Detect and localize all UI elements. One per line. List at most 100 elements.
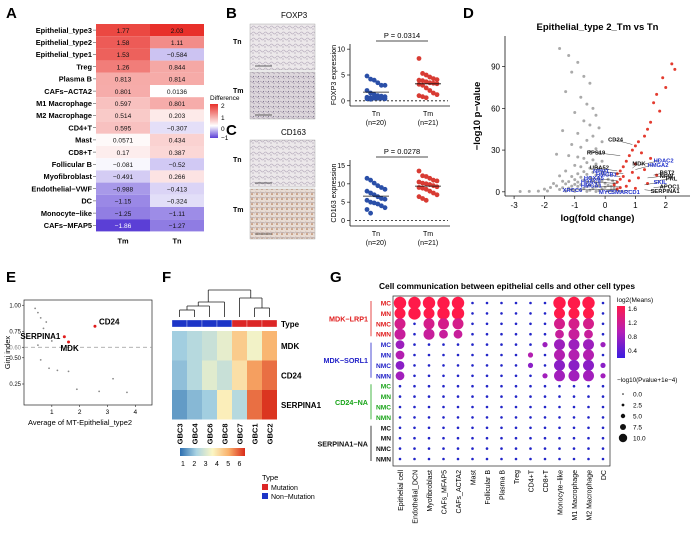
bubble-dot <box>601 416 605 419</box>
y-axis-title: Gini index <box>3 336 12 370</box>
volcano-point-nonsig <box>600 171 604 175</box>
bubble-dot <box>587 384 590 388</box>
heatmap-f-cell <box>187 390 202 420</box>
volcano-gene-label: HMGA2 <box>648 163 669 169</box>
heatmap-a-value-label: 0.801 <box>169 101 186 108</box>
bubble-dot <box>500 332 503 336</box>
volcano-point-nonsig <box>555 184 559 188</box>
heatmap-a-value-label: 0.17 <box>117 150 130 157</box>
data-point <box>382 205 388 211</box>
bubble-dot <box>543 312 547 315</box>
bubble-group-label: SERPINA1−NA <box>317 439 368 448</box>
panel-label-c: C <box>226 122 237 139</box>
type-annotation-cell <box>231 319 248 328</box>
y-tick-label: 10 <box>337 47 345 54</box>
x-category-label: Tn <box>372 231 380 238</box>
volcano-point-up <box>658 109 662 113</box>
bubble-dot <box>456 364 460 367</box>
label-leader-line <box>644 181 660 186</box>
bubble-dot-significant <box>395 340 405 349</box>
bubble-dot <box>601 457 605 461</box>
data-point <box>382 186 388 192</box>
volcano-point-nonsig <box>558 187 562 191</box>
x-tick-label: 1 <box>50 409 54 416</box>
volcano-point-nonsig <box>576 172 580 176</box>
heatmap-a-row-label: Myofibroblast <box>44 172 93 181</box>
bubble-dot-significant <box>554 359 565 371</box>
label-leader-line <box>586 185 621 188</box>
bubble-dot-significant <box>423 328 435 340</box>
type-legend-title: Type <box>262 473 278 482</box>
y-tick-label: 5 <box>341 73 345 80</box>
bubble-dot <box>427 447 431 450</box>
bubble-dot <box>485 322 489 326</box>
bubble-dot <box>442 426 445 430</box>
x-tick-label: 1 <box>633 201 638 210</box>
heatmap-a-row-label: Endothelial−VWF <box>31 184 92 193</box>
volcano-point-nonsig <box>579 183 583 187</box>
bubble-dot <box>601 384 605 388</box>
bubble-dot-significant <box>554 370 565 382</box>
bubble-dot <box>500 436 503 440</box>
bubble-dot-significant <box>568 359 580 371</box>
volcano-point-nonsig <box>564 90 568 94</box>
volcano-gene-label: NPM1 <box>593 169 610 175</box>
y-tick-label: 60 <box>491 104 500 113</box>
volcano-point-nonsig <box>594 147 598 151</box>
data-point <box>434 77 440 83</box>
gini-point <box>42 327 45 330</box>
volcano-point-nonsig <box>564 169 568 173</box>
image-title-foxp3: FOXP3 <box>281 11 308 20</box>
heatmap-f-cell <box>232 390 247 420</box>
bubble-dot <box>413 374 416 378</box>
bubble-dot-significant <box>554 349 565 361</box>
volcano-point-up <box>627 154 631 158</box>
bubble-dot <box>456 416 460 419</box>
label-leader-line <box>656 178 672 181</box>
heatmap-a-value-label: 0.203 <box>169 113 186 120</box>
volcano-point-nonsig <box>567 53 571 57</box>
volcano-point-nonsig <box>576 60 580 64</box>
bubble-dot <box>456 426 460 430</box>
volcano-gene-label: SERPINA1 <box>651 189 681 195</box>
label-leader-line <box>644 189 657 192</box>
image-title-cd163: CD163 <box>281 128 306 137</box>
bubble-dot-significant <box>583 370 594 382</box>
bubble-col-label: Mast <box>471 470 478 485</box>
bubble-dot <box>601 395 605 398</box>
heatmap-a-value-label: 1.53 <box>117 52 130 59</box>
gini-point <box>39 358 42 361</box>
data-point <box>423 85 429 91</box>
bubble-dot <box>500 343 503 346</box>
bubble-dot <box>413 457 416 461</box>
ihc-image-foxp3-tm <box>249 71 316 120</box>
type-legend-swatch <box>262 484 268 490</box>
bubble-dot <box>456 436 460 440</box>
volcano-point-nonsig <box>582 156 586 160</box>
bubble-dot <box>456 384 460 388</box>
x-tick-label: 4 <box>133 409 137 416</box>
bubble-dot <box>543 436 547 440</box>
label-leader-line <box>589 177 618 181</box>
volcano-point-nonsig <box>585 172 589 176</box>
bubble-dot <box>413 343 416 346</box>
bubble-row-label: MC <box>381 342 391 349</box>
bubble-dot <box>485 405 489 409</box>
bubble-dot <box>442 405 445 409</box>
bubble-dot <box>471 364 474 367</box>
bubble-dot <box>471 353 474 357</box>
volcano-point-nonsig <box>576 180 580 184</box>
data-point <box>368 210 373 216</box>
bubble-dot-significant <box>394 318 406 330</box>
bubble-dot <box>587 416 590 419</box>
data-point <box>364 88 370 93</box>
volcano-point-nonsig <box>597 177 601 181</box>
bubble-dot-significant <box>583 339 594 351</box>
volcano-point-nonsig <box>570 143 574 147</box>
volcano-point-up <box>633 144 637 148</box>
volcano-point-up <box>618 186 622 190</box>
label-leader-line <box>604 189 624 193</box>
image-row-label-c-tn: Tn <box>233 157 242 164</box>
heatmap-a-cell <box>150 170 204 183</box>
